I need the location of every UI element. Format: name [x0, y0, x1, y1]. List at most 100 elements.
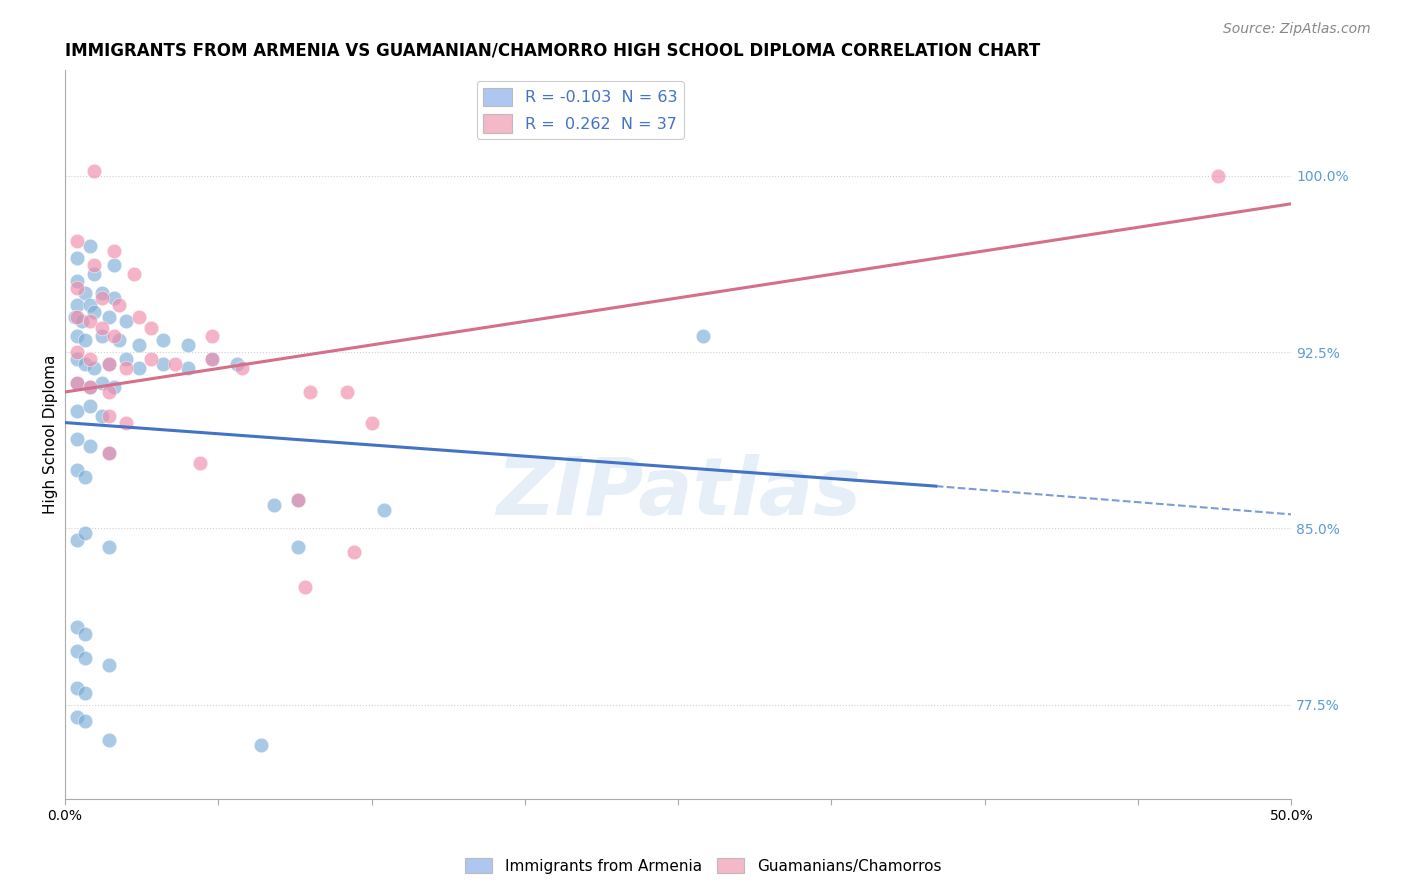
Point	[176, 361, 198, 376]
Point	[98, 733, 121, 747]
Point	[103, 258, 125, 272]
Y-axis label: High School Diploma: High School Diploma	[44, 355, 58, 514]
Point	[115, 352, 138, 367]
Point	[66, 376, 89, 390]
Point	[79, 239, 101, 253]
Point	[90, 328, 112, 343]
Point	[66, 310, 89, 324]
Point	[66, 620, 89, 634]
Text: IMMIGRANTS FROM ARMENIA VS GUAMANIAN/CHAMORRO HIGH SCHOOL DIPLOMA CORRELATION CH: IMMIGRANTS FROM ARMENIA VS GUAMANIAN/CHA…	[65, 42, 1040, 60]
Point	[83, 268, 105, 282]
Legend: R = -0.103  N = 63, R =  0.262  N = 37: R = -0.103 N = 63, R = 0.262 N = 37	[477, 81, 683, 139]
Point	[139, 321, 162, 335]
Point	[98, 446, 121, 460]
Point	[98, 357, 121, 371]
Point	[66, 352, 89, 367]
Point	[70, 314, 93, 328]
Point	[73, 286, 96, 301]
Text: ZIPatlas: ZIPatlas	[496, 454, 860, 532]
Point	[201, 352, 224, 367]
Point	[115, 314, 138, 328]
Point	[79, 298, 101, 312]
Point	[294, 580, 316, 594]
Point	[343, 545, 366, 559]
Legend: Immigrants from Armenia, Guamanians/Chamorros: Immigrants from Armenia, Guamanians/Cham…	[458, 852, 948, 880]
Point	[66, 274, 89, 288]
Point	[66, 533, 89, 548]
Point	[98, 541, 121, 555]
Point	[103, 328, 125, 343]
Point	[128, 338, 150, 352]
Point	[66, 463, 89, 477]
Point	[98, 357, 121, 371]
Point	[79, 439, 101, 453]
Point	[115, 361, 138, 376]
Point	[90, 291, 112, 305]
Point	[90, 286, 112, 301]
Point	[66, 709, 89, 723]
Point	[73, 526, 96, 541]
Point	[360, 416, 382, 430]
Point	[66, 328, 89, 343]
Point	[201, 328, 224, 343]
Point	[83, 258, 105, 272]
Point	[73, 469, 96, 483]
Point	[122, 268, 145, 282]
Point	[165, 357, 187, 371]
Point	[692, 328, 714, 343]
Point	[287, 493, 309, 508]
Point	[336, 384, 359, 399]
Point	[66, 235, 89, 249]
Point	[66, 376, 89, 390]
Point	[79, 399, 101, 413]
Point	[98, 384, 121, 399]
Point	[103, 291, 125, 305]
Point	[115, 416, 138, 430]
Point	[108, 298, 131, 312]
Point	[79, 352, 101, 367]
Point	[90, 376, 112, 390]
Point	[299, 384, 322, 399]
Point	[98, 409, 121, 423]
Point	[73, 714, 96, 729]
Point	[73, 333, 96, 347]
Point	[263, 498, 285, 512]
Point	[79, 380, 101, 394]
Point	[108, 333, 131, 347]
Point	[79, 314, 101, 328]
Point	[83, 164, 105, 178]
Text: Source: ZipAtlas.com: Source: ZipAtlas.com	[1223, 22, 1371, 37]
Point	[79, 380, 101, 394]
Point	[128, 310, 150, 324]
Point	[73, 651, 96, 665]
Point	[90, 321, 112, 335]
Point	[63, 310, 86, 324]
Point	[128, 361, 150, 376]
Point	[66, 251, 89, 265]
Point	[152, 333, 174, 347]
Point	[152, 357, 174, 371]
Point	[83, 361, 105, 376]
Point	[98, 446, 121, 460]
Point	[1206, 169, 1229, 183]
Point	[201, 352, 224, 367]
Point	[231, 361, 253, 376]
Point	[373, 502, 395, 516]
Point	[98, 657, 121, 672]
Point	[176, 338, 198, 352]
Point	[73, 627, 96, 641]
Point	[90, 409, 112, 423]
Point	[250, 738, 273, 752]
Point	[66, 681, 89, 696]
Point	[98, 310, 121, 324]
Point	[103, 380, 125, 394]
Point	[66, 432, 89, 446]
Point	[287, 493, 309, 508]
Point	[66, 298, 89, 312]
Point	[139, 352, 162, 367]
Point	[188, 456, 211, 470]
Point	[66, 644, 89, 658]
Point	[287, 541, 309, 555]
Point	[83, 305, 105, 319]
Point	[66, 281, 89, 295]
